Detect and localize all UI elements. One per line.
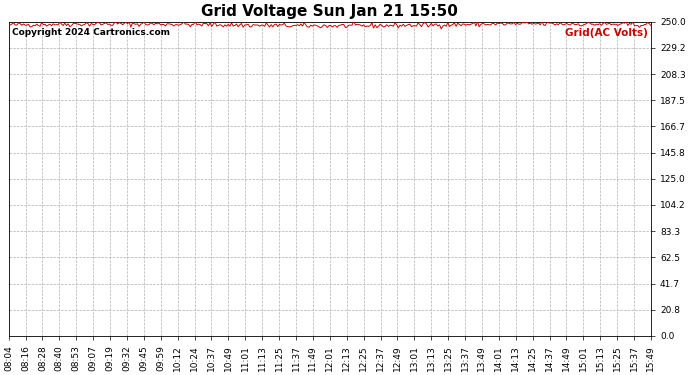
Title: Grid Voltage Sun Jan 21 15:50: Grid Voltage Sun Jan 21 15:50: [201, 4, 458, 19]
Text: Copyright 2024 Cartronics.com: Copyright 2024 Cartronics.com: [12, 28, 170, 37]
Text: Grid(AC Volts): Grid(AC Volts): [565, 28, 648, 38]
